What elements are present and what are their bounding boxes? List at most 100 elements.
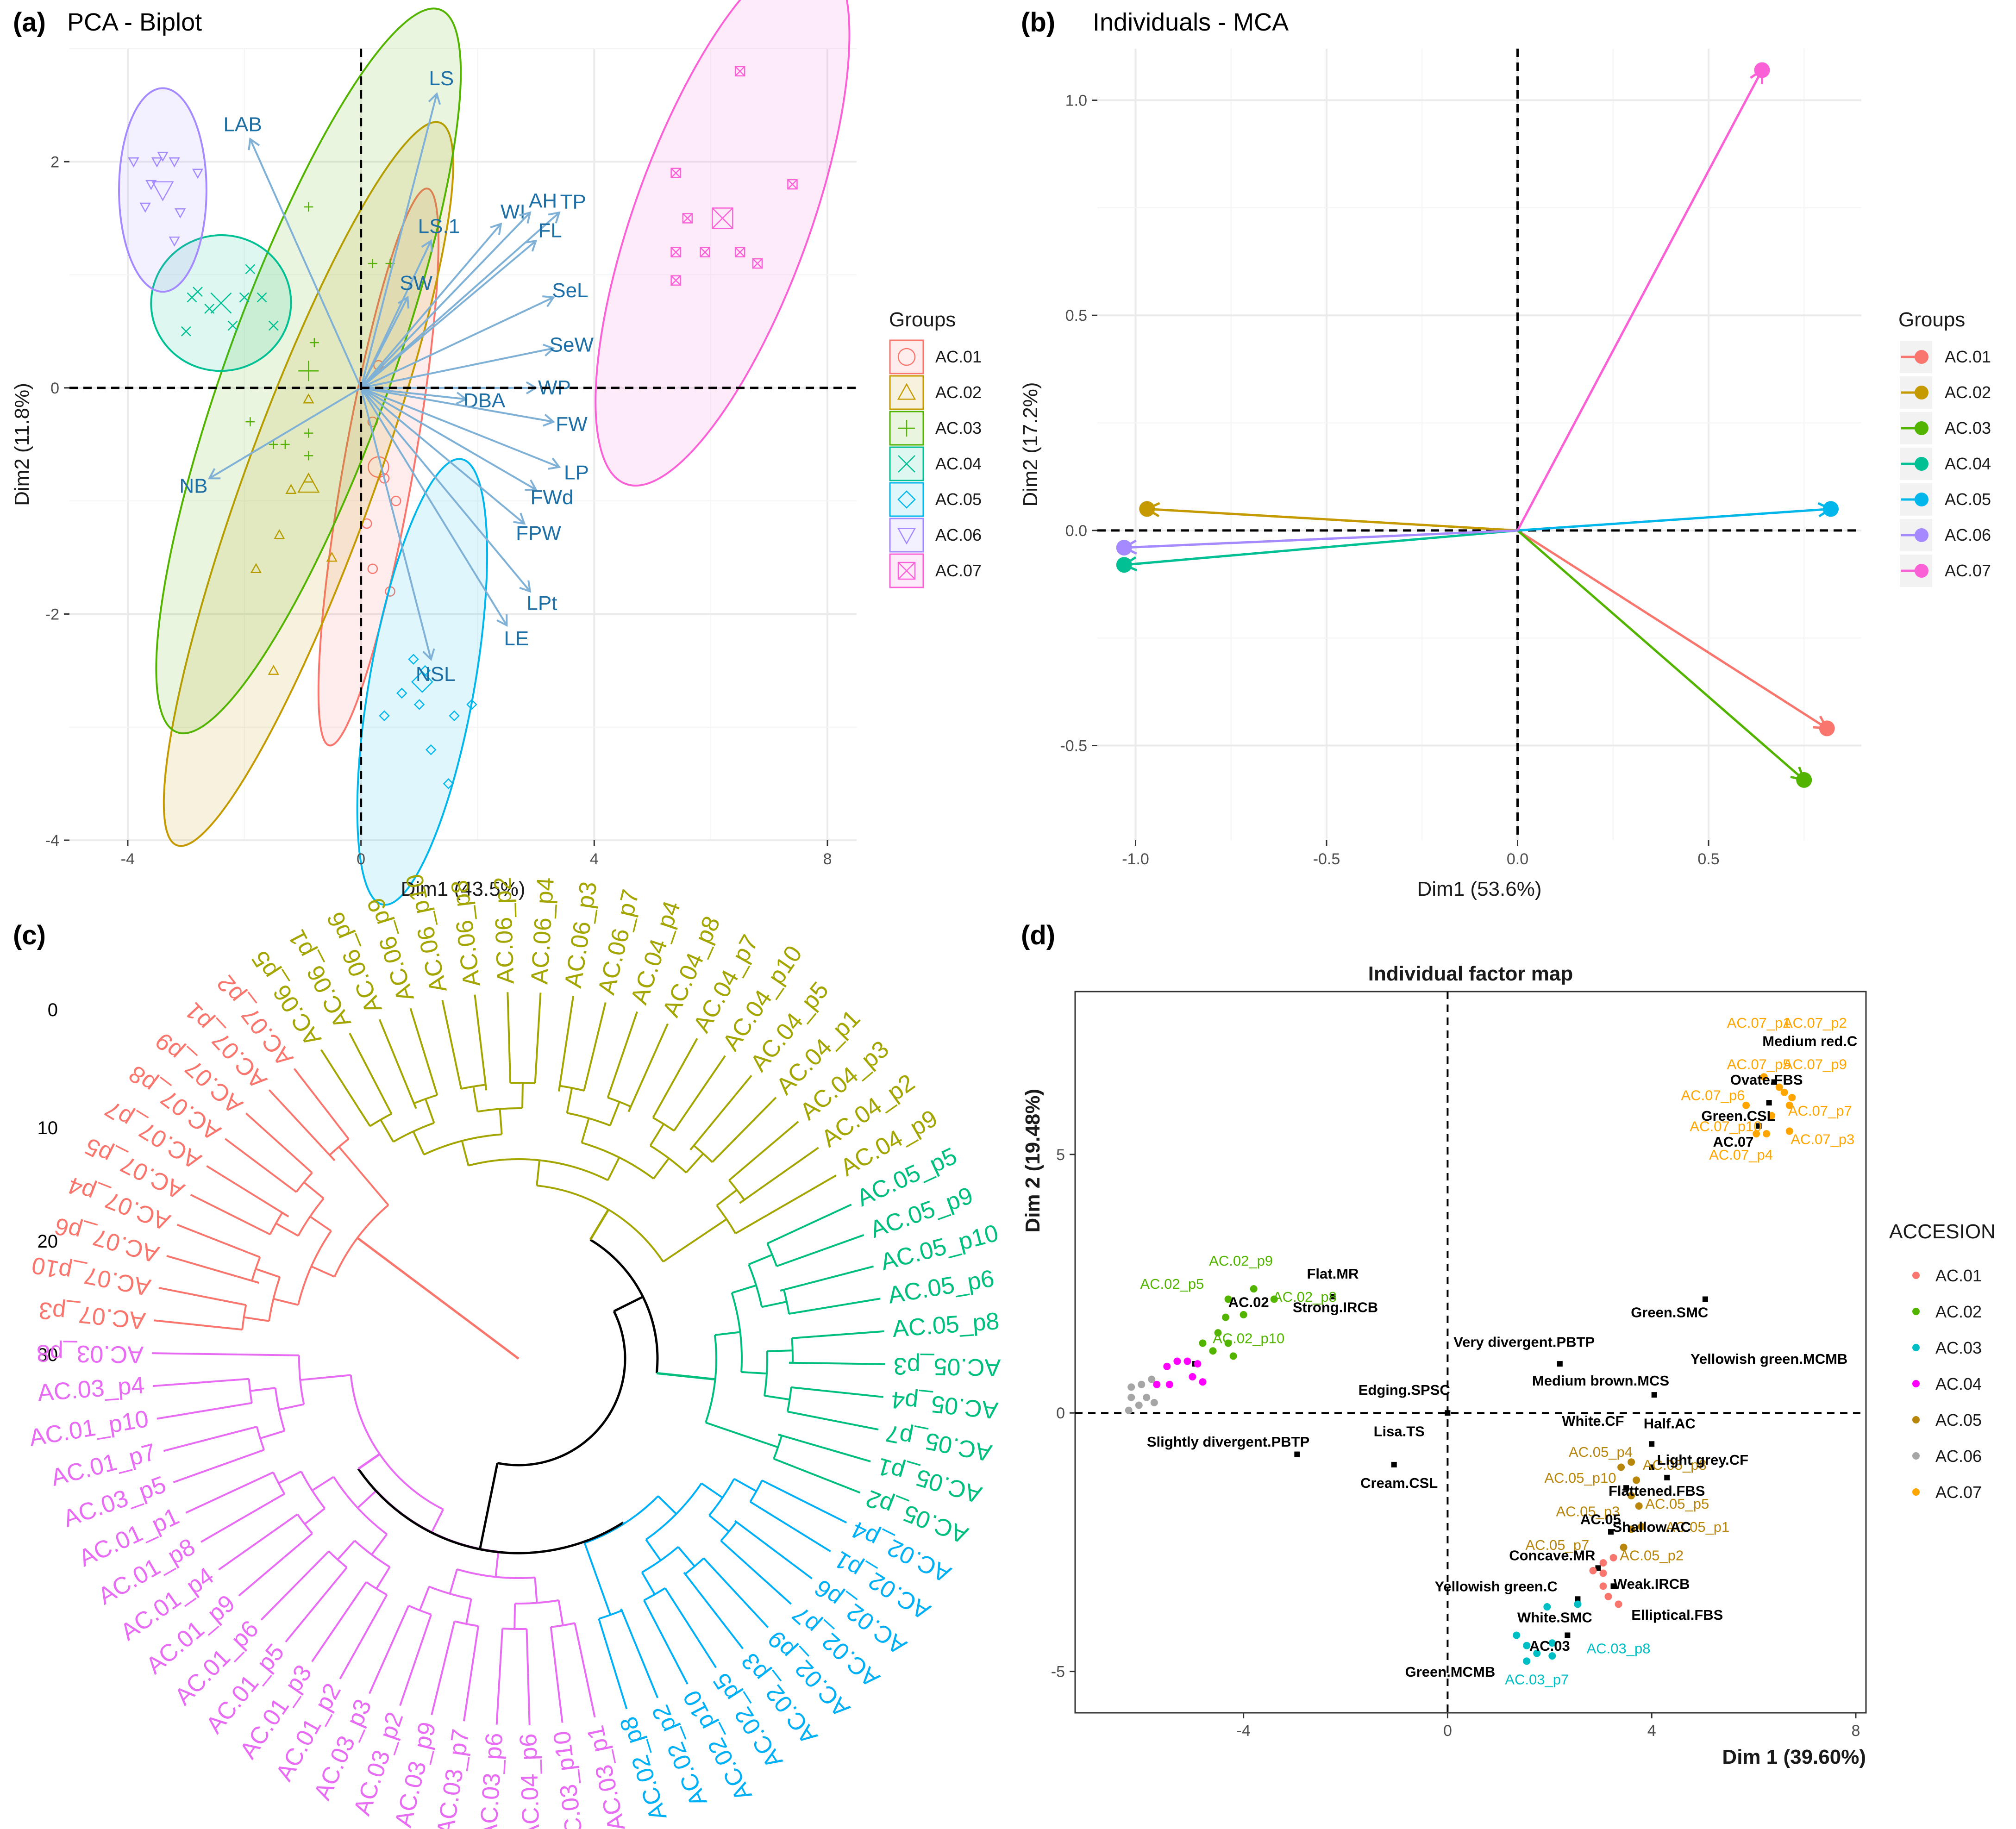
arrow-head bbox=[496, 614, 508, 627]
join-arc bbox=[497, 1311, 626, 1467]
arrow-line bbox=[1517, 507, 1831, 532]
legend-label: AC.02 bbox=[1945, 383, 1991, 402]
arrow-head bbox=[548, 457, 561, 470]
variable-LAB: LAB bbox=[224, 113, 362, 388]
radial-tick-label: 0 bbox=[48, 1000, 58, 1020]
data-point bbox=[1780, 1088, 1788, 1096]
category-point bbox=[1595, 1565, 1601, 1571]
leaf-branch bbox=[794, 1466, 860, 1494]
branch bbox=[607, 1090, 611, 1098]
legend-item-AC.04: AC.04 bbox=[1912, 1374, 1982, 1393]
variable-WI: WI bbox=[360, 200, 526, 389]
legend-symbol bbox=[897, 528, 916, 545]
arrow-line bbox=[1124, 529, 1518, 566]
merge-arc bbox=[297, 1198, 325, 1236]
branch bbox=[249, 1471, 274, 1484]
legend-symbol bbox=[898, 455, 915, 473]
leaf-branch bbox=[152, 1352, 249, 1356]
arrow-head bbox=[519, 580, 532, 593]
leaf-label: AC.03_p10 bbox=[549, 1729, 590, 1829]
data-point bbox=[1589, 1567, 1597, 1574]
data-point bbox=[670, 168, 681, 178]
branch bbox=[598, 1618, 607, 1642]
x-tick-label: 4 bbox=[1647, 1722, 1656, 1740]
leaf-branch bbox=[683, 1572, 744, 1649]
leaf-branch bbox=[558, 996, 575, 1092]
branch bbox=[431, 1509, 444, 1533]
branch bbox=[748, 1254, 773, 1266]
data-point bbox=[1548, 1652, 1556, 1660]
leaf-branch bbox=[378, 1019, 417, 1109]
branch bbox=[657, 1495, 677, 1515]
data-point bbox=[425, 744, 437, 755]
panel-tag: (c) bbox=[13, 920, 46, 950]
data-point bbox=[1796, 772, 1812, 788]
branch bbox=[240, 1303, 246, 1306]
branch bbox=[683, 1572, 686, 1575]
branch bbox=[789, 1309, 811, 1315]
arrow-line bbox=[360, 387, 508, 626]
legend-item-AC.01: AC.01 bbox=[889, 339, 982, 375]
group-AC.03 bbox=[155, 7, 462, 735]
branch bbox=[286, 1513, 298, 1523]
arrow-head bbox=[548, 211, 561, 224]
individual-label: AC.07_p6 bbox=[1681, 1087, 1745, 1104]
individual-label: AC.07_p1 bbox=[1727, 1015, 1791, 1031]
data-point bbox=[1548, 1639, 1556, 1647]
legend-symbol bbox=[897, 490, 916, 509]
branch bbox=[773, 1458, 795, 1468]
data-point bbox=[1153, 1380, 1161, 1388]
data-point bbox=[1199, 1339, 1207, 1347]
legend-item-AC.01: AC.01 bbox=[1912, 1266, 1982, 1285]
data-point bbox=[1148, 1375, 1156, 1383]
branch bbox=[645, 1539, 662, 1561]
data-point bbox=[304, 428, 313, 438]
leaf-label: AC.05_p8 bbox=[891, 1308, 1000, 1342]
cross-shape bbox=[670, 275, 681, 286]
data-point bbox=[379, 473, 390, 484]
branch bbox=[329, 1154, 336, 1161]
data-point bbox=[1194, 1360, 1202, 1368]
branch bbox=[449, 1569, 458, 1594]
branch bbox=[652, 1157, 670, 1180]
x-tick-label: -1.0 bbox=[1122, 850, 1149, 868]
legend-item-AC.01: AC.01 bbox=[1899, 340, 1991, 374]
data-point bbox=[734, 66, 745, 77]
leaf-branch bbox=[801, 1330, 884, 1339]
leaf-branch bbox=[648, 1610, 689, 1685]
group-centroid bbox=[411, 671, 433, 693]
data-point bbox=[1760, 1073, 1768, 1081]
category-label: Concave.MR bbox=[1509, 1548, 1595, 1564]
data-point bbox=[1513, 1631, 1521, 1639]
category-point bbox=[1294, 1451, 1300, 1457]
square-shape bbox=[700, 247, 710, 257]
branch bbox=[264, 1231, 271, 1236]
data-point bbox=[396, 687, 407, 699]
branch bbox=[513, 1603, 516, 1629]
panel-b-mca-individuals: (b) Individuals - MCA -1.0 -0.5 0.0 0.5 -0.5 0.… bbox=[1019, 7, 1991, 900]
data-point bbox=[1763, 1130, 1771, 1138]
group-AC.03 bbox=[1516, 529, 1812, 788]
arrow-line bbox=[249, 138, 362, 388]
branch bbox=[242, 1249, 261, 1258]
data-point bbox=[175, 208, 186, 218]
branch bbox=[461, 1141, 470, 1166]
arrow-line bbox=[360, 387, 531, 592]
y-tick-label: 5 bbox=[1056, 1146, 1065, 1164]
category-label: Very divergent.PBTP bbox=[1453, 1334, 1595, 1350]
branch bbox=[499, 1109, 503, 1135]
branch bbox=[714, 1331, 740, 1336]
data-point bbox=[1150, 1398, 1158, 1406]
legend-key bbox=[889, 339, 924, 375]
data-point bbox=[169, 237, 180, 247]
arrow-line bbox=[361, 387, 554, 423]
data-point bbox=[169, 157, 180, 168]
branch bbox=[550, 1627, 554, 1640]
category-point bbox=[1610, 1583, 1616, 1589]
arrow-head bbox=[397, 295, 409, 309]
leaf-branch bbox=[238, 1549, 294, 1597]
radial-tick-label: 20 bbox=[38, 1231, 58, 1252]
group-centroid bbox=[151, 181, 174, 201]
variable-SW: SW bbox=[360, 272, 433, 388]
